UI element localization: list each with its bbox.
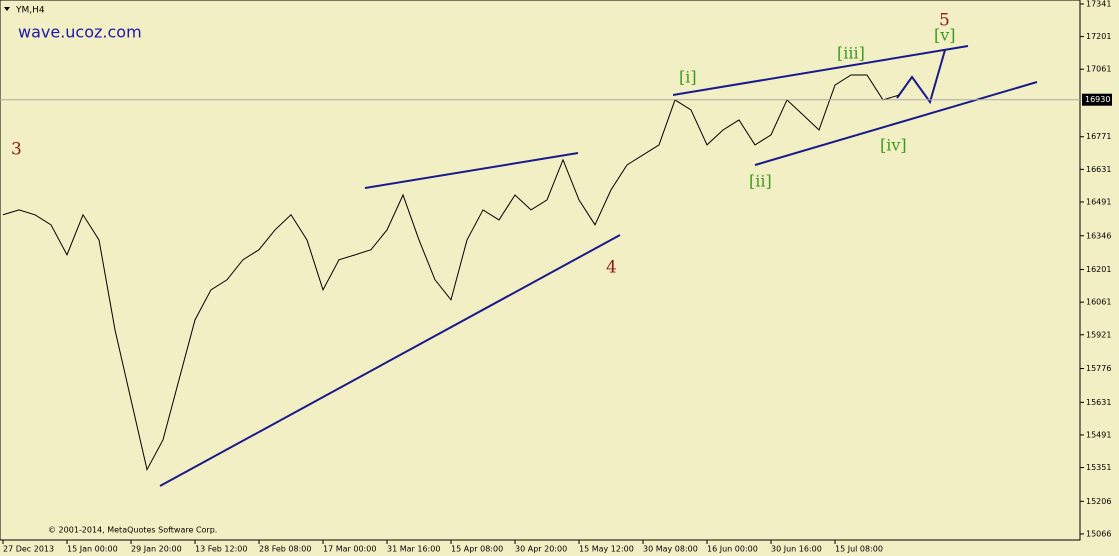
copyright: © 2001-2014, MetaQuotes Software Corp.	[48, 526, 217, 535]
x-tick-label: 30 Jun 16:00	[771, 545, 822, 554]
symbol-label: YM,H4	[15, 6, 45, 16]
wave-label: 4	[606, 258, 617, 278]
current-price-box	[1082, 93, 1112, 106]
x-tick-label: 31 Mar 16:00	[387, 545, 440, 554]
trendline	[754, 81, 1038, 166]
x-tick-label: 15 May 12:00	[579, 545, 634, 554]
y-tick-label: 16631	[1086, 165, 1111, 174]
wave-label: [iii]	[837, 44, 865, 63]
y-tick-label: 15491	[1086, 430, 1111, 439]
projection	[896, 49, 946, 105]
y-tick-label: 17201	[1086, 32, 1111, 41]
x-tick-label: 30 May 08:00	[643, 545, 698, 554]
current-price-label: 16930	[1085, 95, 1110, 104]
wave-label: 3	[11, 140, 22, 160]
x-tick-label: 17 Mar 00:00	[323, 545, 376, 554]
trendline	[364, 152, 579, 189]
x-tick-label: 16 Jun 00:00	[707, 545, 758, 554]
y-tick-label: 16491	[1086, 197, 1111, 206]
trendline	[159, 234, 621, 487]
x-tick-label: 15 Apr 08:00	[451, 545, 503, 554]
y-tick-label: 17061	[1086, 65, 1111, 74]
wave-label: 5	[939, 11, 950, 31]
symbol-arrow	[4, 7, 10, 11]
y-tick-label: 15351	[1086, 463, 1111, 472]
y-tick-label: 15631	[1086, 398, 1111, 407]
y-tick-label: 15776	[1086, 364, 1111, 373]
x-tick-label: 15 Jul 08:00	[835, 545, 883, 554]
y-tick-label: 17341	[1086, 0, 1111, 8]
x-tick-label: 13 Feb 12:00	[195, 545, 247, 554]
trendlines	[159, 45, 1038, 487]
trendline	[672, 45, 969, 96]
y-tick-label: 15066	[1086, 529, 1111, 538]
y-tick-label: 15206	[1086, 497, 1111, 506]
y-tick-label: 16771	[1086, 132, 1111, 141]
x-tick-label: 28 Feb 08:00	[259, 545, 311, 554]
x-tick-label: 30 Apr 20:00	[515, 545, 567, 554]
y-tick-label: 16201	[1086, 265, 1111, 274]
y-tick-label: 15921	[1086, 330, 1111, 339]
x-tick-label: 27 Dec 2013	[3, 545, 54, 554]
price-line	[2, 74, 900, 472]
y-tick-label: 16061	[1086, 298, 1111, 307]
wave-label: [i]	[679, 68, 697, 87]
watermark: wave.ucoz.com	[18, 23, 142, 42]
y-tick-label: 16346	[1086, 231, 1111, 240]
wave-label: [iv]	[880, 136, 907, 155]
x-tick-label: 15 Jan 00:00	[67, 545, 118, 554]
x-tick-label: 29 Jan 20:00	[131, 545, 182, 554]
plot-area	[0, 0, 1081, 541]
wave-label: [v]	[934, 26, 956, 45]
wave-label: [ii]	[749, 172, 772, 191]
